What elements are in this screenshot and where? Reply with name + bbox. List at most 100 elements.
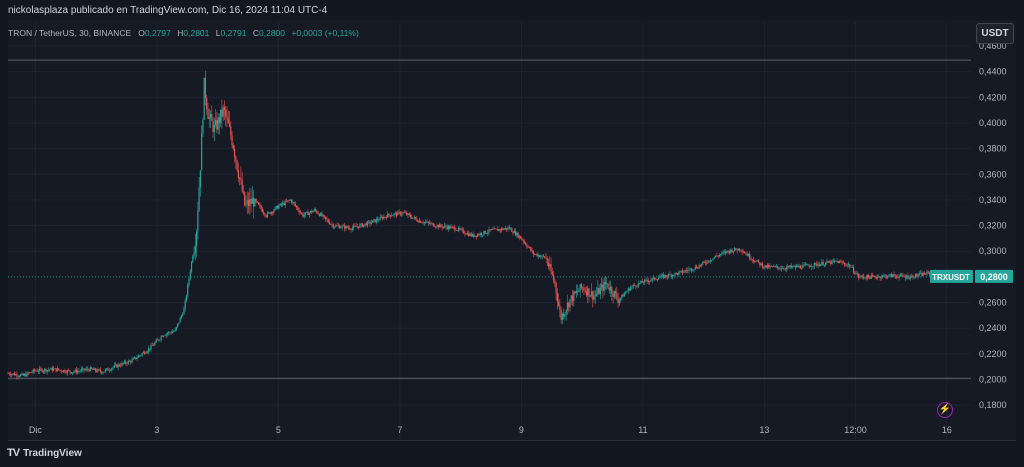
candle-body [336, 225, 338, 226]
candle-body [477, 234, 479, 237]
candle-body [178, 322, 180, 324]
candle-body [245, 203, 247, 206]
candle-body [550, 264, 552, 272]
candle-body [631, 286, 633, 288]
candle-body [855, 273, 857, 275]
candle-body [539, 255, 541, 258]
candle-body [384, 216, 386, 218]
candle-body [73, 371, 75, 373]
candle-body [804, 264, 807, 266]
candle-body [416, 218, 418, 222]
candle-body [763, 267, 765, 268]
candle-body [159, 339, 161, 341]
candle-body [235, 156, 237, 161]
candle-body [889, 274, 891, 275]
candle-body [502, 228, 504, 230]
candle-body [283, 203, 285, 205]
candle-body [839, 261, 841, 264]
candle-body [903, 276, 905, 277]
candle-body [413, 217, 415, 218]
candle-body [44, 368, 46, 372]
lightning-icon[interactable]: ⚡ [937, 402, 953, 418]
candle-body [676, 273, 679, 275]
candle-body [460, 229, 462, 230]
candle-body [587, 288, 589, 296]
tradingview-logo[interactable]: TV TradingView [7, 447, 82, 459]
candle-body [64, 370, 66, 373]
y-axis-tick-label: 0,2600 [979, 298, 1007, 308]
candle-body [366, 221, 369, 226]
candle-body [527, 246, 529, 248]
candle-body [498, 229, 500, 231]
candle-body [302, 213, 304, 217]
candle-body [401, 213, 403, 215]
candle-body [397, 211, 399, 216]
candle-body [274, 207, 276, 211]
candle-body [98, 369, 100, 370]
candle-body [402, 212, 404, 214]
candle-body [440, 224, 442, 227]
candle-body [742, 252, 745, 253]
candle-body [687, 270, 689, 272]
candle-body [116, 364, 118, 368]
candle-body [469, 233, 471, 236]
candle-body [41, 369, 43, 372]
candle-body [702, 261, 704, 264]
candle-body [158, 339, 160, 341]
candle-body [812, 266, 814, 267]
candle-body [799, 265, 801, 269]
candle-body [452, 226, 455, 228]
candle-body [323, 215, 326, 217]
candle-body [183, 308, 185, 315]
candle-body [233, 148, 236, 157]
candle-body [835, 260, 837, 262]
candle-body [859, 276, 861, 278]
candle-body [214, 120, 217, 125]
candle-body [480, 233, 482, 235]
candle-body [27, 372, 29, 374]
candle-body [474, 235, 476, 237]
candle-body [250, 199, 252, 204]
candle-body [120, 365, 122, 367]
candle-body [887, 276, 889, 278]
candle-body [554, 280, 556, 284]
candle-body [690, 268, 693, 271]
candle-body [414, 217, 417, 219]
candle-body [187, 284, 189, 296]
candle-body [871, 275, 874, 277]
candle-body [574, 291, 576, 294]
candle-body [392, 215, 394, 216]
y-axis-tick-label: 0,3400 [979, 195, 1007, 205]
candle-body [155, 340, 157, 343]
candle-body [532, 250, 534, 255]
candle-body [79, 370, 81, 372]
candle-body [196, 231, 198, 247]
y-axis-tick-label: 0,4400 [979, 67, 1007, 77]
candle-body [54, 368, 56, 369]
candle-body [655, 279, 657, 281]
candle-body [809, 266, 812, 268]
candle-body [464, 233, 466, 235]
candle-body [618, 299, 620, 304]
candle-body [303, 214, 305, 217]
candle-body [408, 213, 410, 215]
tradingview-logo-text: TradingView [23, 447, 82, 459]
high-key: H [177, 28, 184, 38]
candle-body [309, 211, 312, 213]
candle-body [370, 222, 372, 224]
candle-body [608, 287, 610, 291]
candle-body [393, 213, 395, 216]
candle-body [89, 367, 91, 372]
symbol-title[interactable]: TRON / TetherUS, 30, BINANCE [8, 28, 132, 38]
candle-body [344, 225, 346, 229]
candle-body [921, 272, 923, 276]
candle-body [516, 232, 518, 236]
candle-body [669, 274, 671, 275]
candle-body [427, 221, 429, 223]
candle-body [718, 254, 720, 257]
candle-body [107, 368, 109, 371]
candle-body [488, 229, 490, 233]
currency-button[interactable]: USDT [976, 23, 1014, 44]
candle-body [347, 227, 350, 229]
